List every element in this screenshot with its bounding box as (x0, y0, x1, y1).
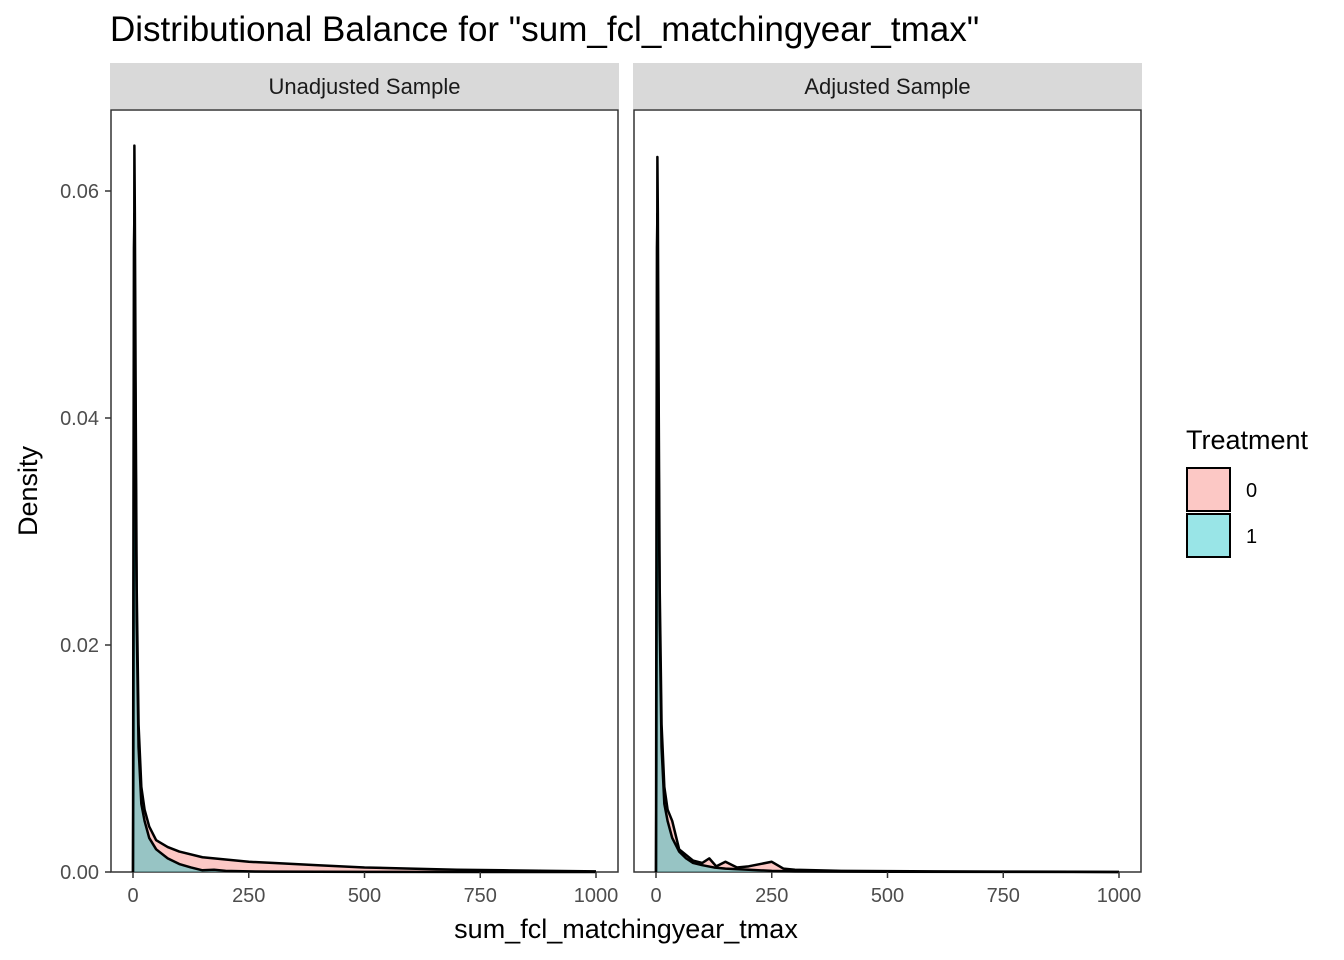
legend-key-1 (1186, 513, 1231, 558)
x-tick-label: 1000 (574, 885, 619, 907)
x-tick-label: 750 (464, 885, 497, 907)
legend: Treatment 0 1 (1186, 425, 1309, 558)
panel-background (633, 109, 1142, 873)
legend-key-bg (1186, 467, 1231, 512)
legend-label-0: 0 (1246, 480, 1257, 502)
facet-strip (110, 63, 619, 109)
density-line-1 (654, 212, 1120, 874)
y-tick-label: 0.00 (60, 862, 99, 884)
y-axis-title: Density (13, 445, 43, 536)
facet-strip-label: Unadjusted Sample (268, 74, 460, 99)
x-tick-label: 250 (755, 885, 788, 907)
facet-strip-label: Adjusted Sample (804, 74, 970, 99)
x-tick-label: 0 (127, 885, 138, 907)
density-line-1 (131, 212, 597, 874)
x-tick-label: 1000 (1097, 885, 1142, 907)
legend-key-0 (1186, 467, 1231, 512)
y-axis: 0.00 0.02 0.04 0.06 (60, 181, 111, 884)
panel-0: Unadjusted Sample 0 250 500 750 1000 (110, 63, 619, 907)
x-tick-label: 250 (232, 885, 265, 907)
y-tick-label: 0.04 (60, 408, 99, 430)
x-tick-label: 750 (987, 885, 1020, 907)
x-axis-title: sum_fcl_matchingyear_tmax (454, 914, 798, 944)
panel-background (110, 109, 619, 873)
x-tick-label: 500 (871, 885, 904, 907)
facet-strip (633, 63, 1142, 109)
y-tick-label: 0.06 (60, 181, 99, 203)
legend-title: Treatment (1186, 425, 1309, 455)
x-tick-label: 500 (348, 885, 381, 907)
legend-label-1: 1 (1246, 526, 1257, 548)
chart-title: Distributional Balance for "sum_fcl_matc… (110, 10, 979, 49)
x-tick-label: 0 (650, 885, 661, 907)
y-tick-label: 0.02 (60, 635, 99, 657)
legend-key-bg (1186, 513, 1231, 558)
panel-1: Adjusted Sample 0 250 500 750 1000 (633, 63, 1142, 907)
